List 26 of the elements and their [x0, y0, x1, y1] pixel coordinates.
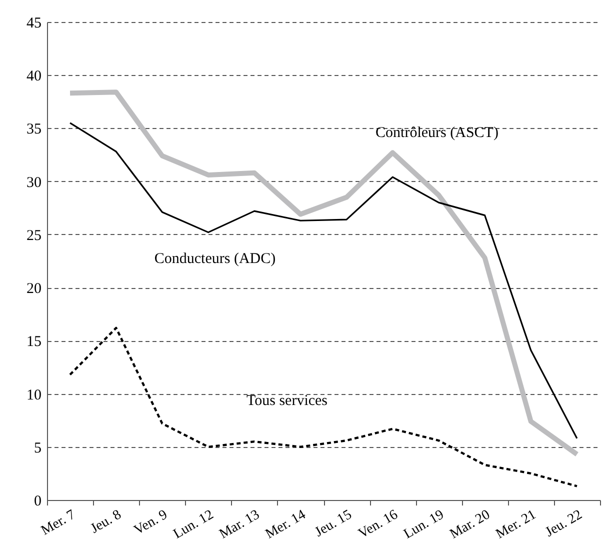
y-tick-label: 45 — [26, 16, 42, 32]
y-tick-label: 20 — [26, 281, 42, 298]
y-tick-label: 5 — [34, 440, 42, 456]
x-tick-label: Mar. 20 — [448, 508, 493, 542]
series-label: Contrôleurs (ASCT) — [376, 125, 498, 141]
y-tick-label: 25 — [26, 228, 42, 244]
text: Tous services — [246, 393, 328, 409]
y-tick-label: 0 — [34, 494, 42, 510]
x-tick-label: Mer. 7 — [38, 508, 78, 539]
x-tick-label: Lun. 19 — [401, 508, 447, 542]
y-tick-label: 15 — [26, 334, 42, 350]
x-tick-label: Mar. 13 — [217, 508, 262, 542]
x-tick-label: Ven. 16 — [356, 508, 401, 542]
series-label: Conducteurs (ADC) — [154, 251, 276, 267]
y-tick-label: 35 — [26, 122, 42, 138]
line-series — [68, 326, 578, 488]
x-tick-label: Ven. 9 — [132, 508, 170, 538]
y-tick-label: 30 — [26, 174, 42, 191]
y-tick-label: 40 — [26, 68, 42, 85]
x-tick-label: Jeu. 15 — [312, 508, 355, 540]
x-tick-label: Mer. 14 — [263, 508, 308, 542]
x-tick-label: Lun. 12 — [171, 508, 216, 542]
x-tick-label: Jeu. 8 — [88, 508, 124, 537]
x-tick-label: Jeu. 22 — [543, 508, 585, 540]
y-tick-label: 10 — [26, 387, 42, 404]
x-tick-label: Mer. 21 — [494, 508, 539, 542]
